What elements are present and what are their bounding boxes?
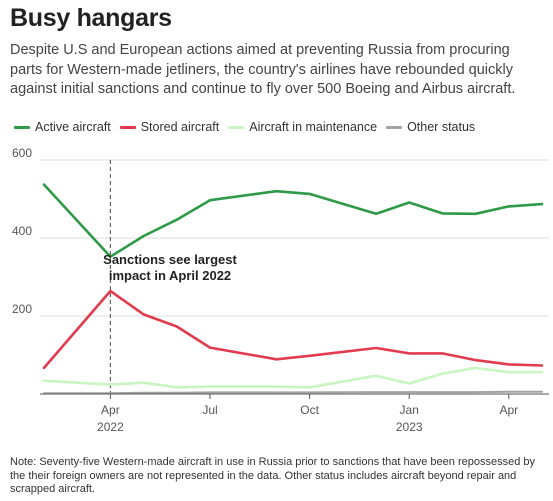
legend-swatch-maintenance <box>228 125 245 129</box>
y-axis: 200 400 600 <box>12 146 32 316</box>
chart-title: Busy hangars <box>10 4 172 32</box>
y-tick-label-600: 600 <box>12 146 32 160</box>
legend-swatch-stored <box>119 125 136 129</box>
legend-item-stored: Stored aircraft <box>119 120 220 134</box>
series-lines <box>42 183 544 395</box>
legend-swatch-active <box>14 125 30 129</box>
y-tick-label-200: 200 <box>12 302 32 316</box>
series-line-stored-aircraft <box>42 289 544 370</box>
x-tick-label-3: Jan <box>400 403 419 417</box>
x-tick-label-4: Apr <box>499 403 518 417</box>
x-tick-year-0: 2022 <box>97 420 124 434</box>
x-tick-label-2: Oct <box>300 403 319 417</box>
series-line-other-status <box>43 390 543 395</box>
legend-item-other: Other status <box>386 120 475 134</box>
y-tick-label-400: 400 <box>12 224 32 238</box>
grid <box>40 159 549 317</box>
series-line-active-aircraft <box>42 183 544 258</box>
legend-swatch-other <box>386 125 403 129</box>
x-tick-label-0: Apr <box>101 403 120 417</box>
legend-item-active: Active aircraft <box>14 120 111 134</box>
annotation-line-1: Sanctions see largest <box>103 252 237 267</box>
legend-item-maintenance: Aircraft in maintenance <box>228 120 377 134</box>
legend: Active aircraft Stored aircraft Aircraft… <box>14 120 484 134</box>
legend-label-active: Active aircraft <box>35 120 111 134</box>
legend-label-stored: Stored aircraft <box>140 120 220 134</box>
line-chart: 200 400 600 Apr 2022 Jul Oct Jan 2023 Apr Sancti… <box>12 146 549 434</box>
x-tick-label-1: Jul <box>202 403 217 417</box>
chart-subtitle: Despite U.S and European actions aimed a… <box>10 42 516 97</box>
series-line-maintenance-aircraft <box>42 366 544 389</box>
x-axis: Apr 2022 Jul Oct Jan 2023 Apr <box>97 394 518 434</box>
footnote: Note: Seventy-five Western-made aircraft… <box>10 456 536 495</box>
x-tick-year-3: 2023 <box>396 420 423 434</box>
legend-label-other: Other status <box>407 120 476 134</box>
legend-label-maintenance: Aircraft in maintenance <box>249 120 378 134</box>
annotation-line-2: impact in April 2022 <box>109 268 231 283</box>
